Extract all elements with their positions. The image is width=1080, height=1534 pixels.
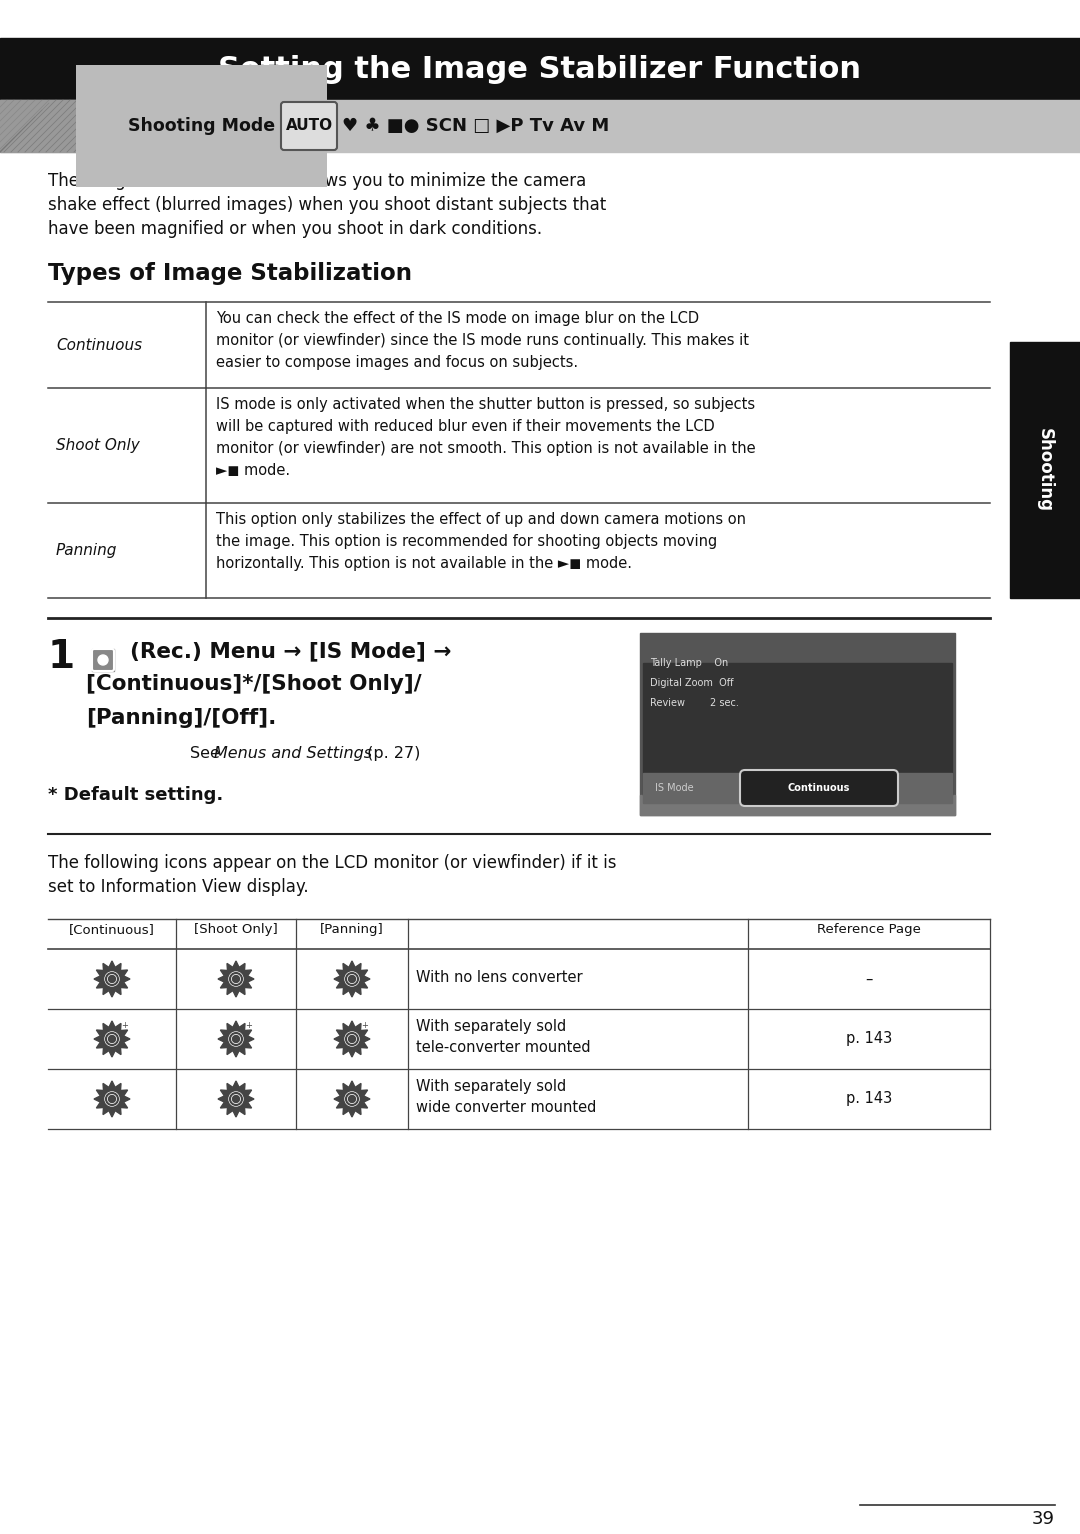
Circle shape	[98, 655, 108, 666]
Text: 1: 1	[48, 638, 76, 676]
Text: (Rec.) Menu → [IS Mode] →: (Rec.) Menu → [IS Mode] →	[130, 641, 451, 661]
Text: The image stabilizer function allows you to minimize the camera: The image stabilizer function allows you…	[48, 172, 586, 190]
Text: p. 143: p. 143	[846, 1031, 892, 1046]
Bar	[1010, 342, 1080, 598]
Text: Menus and Settings: Menus and Settings	[214, 746, 373, 761]
Polygon shape	[334, 1081, 370, 1117]
Text: See: See	[190, 746, 225, 761]
Circle shape	[105, 1032, 119, 1046]
Text: ♥ ♣ ■● SCN □ ▶P Tv Av M: ♥ ♣ ■● SCN □ ▶P Tv Av M	[342, 117, 609, 135]
Polygon shape	[218, 1081, 254, 1117]
Polygon shape	[334, 1022, 370, 1057]
Text: [Panning]: [Panning]	[320, 923, 383, 936]
Polygon shape	[334, 960, 370, 997]
Circle shape	[349, 976, 355, 982]
Circle shape	[349, 1095, 355, 1103]
Text: The following icons appear on the LCD monitor (or viewfinder) if it is: The following icons appear on the LCD mo…	[48, 854, 617, 871]
Circle shape	[229, 973, 243, 986]
Bar	[92, 649, 114, 670]
Text: +: +	[362, 1022, 368, 1031]
Polygon shape	[218, 1022, 254, 1057]
Circle shape	[229, 1092, 243, 1106]
Text: AUTO: AUTO	[285, 118, 333, 133]
Text: [Continuous]: [Continuous]	[69, 923, 154, 936]
Text: Panning: Panning	[56, 543, 118, 558]
Circle shape	[232, 1095, 240, 1103]
Circle shape	[105, 973, 119, 986]
Circle shape	[232, 1035, 240, 1043]
FancyBboxPatch shape	[281, 101, 337, 150]
Text: –: –	[865, 971, 873, 986]
FancyBboxPatch shape	[740, 770, 897, 805]
Bar	[643, 663, 951, 795]
Text: IS Mode: IS Mode	[654, 782, 693, 793]
Text: 39: 39	[1032, 1509, 1055, 1528]
Circle shape	[349, 1035, 355, 1043]
Text: +: +	[245, 1022, 253, 1031]
Text: Digital Zoom  Off: Digital Zoom Off	[650, 678, 733, 689]
Text: Continuous: Continuous	[787, 782, 850, 793]
Text: Shoot Only: Shoot Only	[56, 439, 139, 453]
Text: With separately sold
tele-converter mounted: With separately sold tele-converter moun…	[416, 1019, 591, 1055]
Bar	[640, 634, 955, 815]
Text: Tally Lamp    On: Tally Lamp On	[650, 658, 728, 667]
Text: have been magnified or when you shoot in dark conditions.: have been magnified or when you shoot in…	[48, 219, 542, 238]
Text: Review        2 sec.: Review 2 sec.	[650, 698, 739, 709]
Text: Continuous: Continuous	[56, 337, 143, 353]
Text: Types of Image Stabilization: Types of Image Stabilization	[48, 262, 411, 285]
Text: With no lens converter: With no lens converter	[416, 969, 582, 985]
Circle shape	[105, 1092, 119, 1106]
Text: Setting the Image Stabilizer Function: Setting the Image Stabilizer Function	[218, 55, 862, 83]
Bar	[0, 38, 1080, 100]
Text: p. 143: p. 143	[846, 1092, 892, 1106]
Polygon shape	[218, 960, 254, 997]
Text: With separately sold
wide converter mounted: With separately sold wide converter moun…	[416, 1078, 596, 1115]
Circle shape	[232, 976, 240, 982]
Circle shape	[345, 1032, 359, 1046]
Circle shape	[345, 1092, 359, 1106]
Bar	[0, 100, 1080, 152]
Text: Reference Page: Reference Page	[818, 923, 921, 936]
Text: * Default setting.: * Default setting.	[48, 785, 224, 804]
Circle shape	[108, 976, 116, 982]
Bar	[643, 773, 951, 802]
Circle shape	[108, 1095, 116, 1103]
Text: [Shoot Only]: [Shoot Only]	[194, 923, 278, 936]
Text: (p. 27): (p. 27)	[362, 746, 420, 761]
Text: IS mode is only activated when the shutter button is pressed, so subjects
will b: IS mode is only activated when the shutt…	[216, 397, 756, 479]
Text: [Continuous]*/[Shoot Only]/: [Continuous]*/[Shoot Only]/	[86, 673, 421, 693]
Text: shake effect (blurred images) when you shoot distant subjects that: shake effect (blurred images) when you s…	[48, 196, 606, 215]
Circle shape	[345, 973, 359, 986]
Circle shape	[108, 1035, 116, 1043]
Polygon shape	[94, 960, 130, 997]
Text: Shooting: Shooting	[1036, 428, 1054, 512]
Text: Shooting Mode: Shooting Mode	[127, 117, 275, 135]
Bar	[640, 795, 955, 815]
Polygon shape	[94, 1081, 130, 1117]
Text: +: +	[122, 1022, 129, 1031]
Text: This option only stabilizes the effect of up and down camera motions on
the imag: This option only stabilizes the effect o…	[216, 512, 746, 571]
Polygon shape	[94, 1022, 130, 1057]
Circle shape	[229, 1032, 243, 1046]
Text: [Panning]/[Off].: [Panning]/[Off].	[86, 709, 276, 729]
Bar	[0, 100, 280, 152]
Text: You can check the effect of the IS mode on image blur on the LCD
monitor (or vie: You can check the effect of the IS mode …	[216, 311, 750, 370]
Text: set to Information View display.: set to Information View display.	[48, 877, 309, 896]
